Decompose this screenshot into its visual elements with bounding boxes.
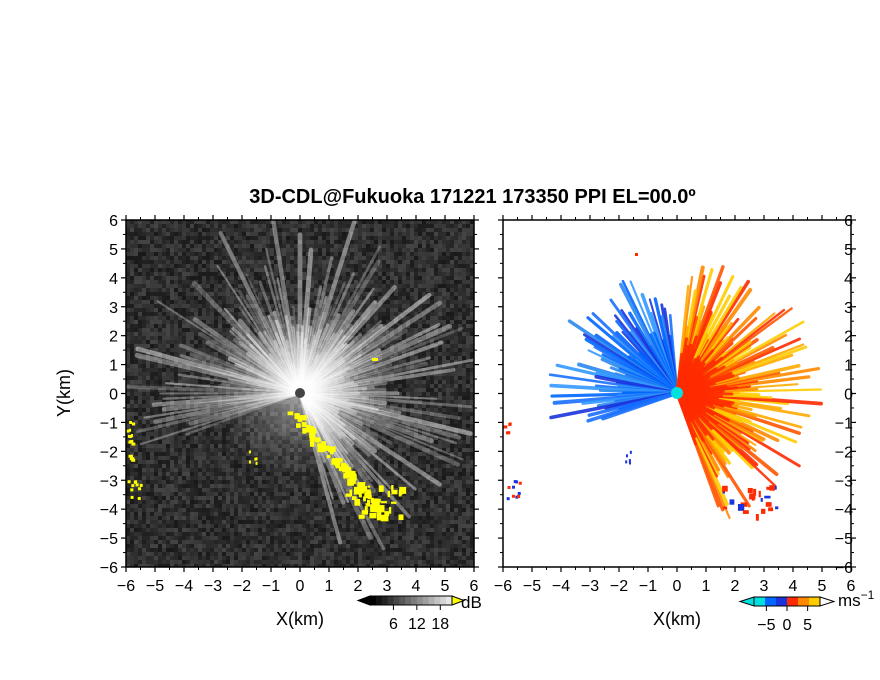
x-tick-label: 1 xyxy=(325,578,334,595)
y-tick-label-right: 4 xyxy=(844,271,853,288)
x-tick-label: −3 xyxy=(581,578,599,595)
x-tick-label: 5 xyxy=(441,578,450,595)
y-tick-label-right: −4 xyxy=(835,502,853,519)
chart-title: 3D-CDL@Fukuoka 171221 173350 PPI EL=00.0… xyxy=(249,186,696,208)
x-tick-label: 0 xyxy=(673,578,682,595)
colorbar-swatch xyxy=(440,596,447,605)
x-tick-label: −6 xyxy=(117,578,135,595)
y-tick-label: −4 xyxy=(100,502,118,519)
colorbar-swatch xyxy=(387,596,394,605)
x-tick-label: 1 xyxy=(702,578,711,595)
velocity-colorbar-tick: −5 xyxy=(757,617,775,634)
x-tick-label: 4 xyxy=(789,578,798,595)
x-tick-label: 2 xyxy=(354,578,363,595)
colorbar-swatch xyxy=(393,596,400,605)
snr-axes: −6 −5 −4 −3 −2 −1 0 1 2 3 4 5 6 6 5 4 3 2 1 0 −1 −2 −3 −4 −5 −6 xyxy=(100,213,479,595)
snr-panel: −6 −5 −4 −3 −2 −1 0 1 2 3 4 5 6 6 5 4 3 2 1 0 −1 −2 −3 −4 −5 −6 xyxy=(100,213,479,595)
colorbar-swatch xyxy=(370,596,377,605)
y-tick-label: 4 xyxy=(109,271,118,288)
colorbar-high-arrow xyxy=(819,596,836,607)
x-axis-label-left: X(km) xyxy=(276,609,324,629)
x-tick-label: 2 xyxy=(731,578,740,595)
y-tick-label: 0 xyxy=(109,387,118,404)
x-tick-label: −4 xyxy=(175,578,193,595)
y-axis-label: Y(km) xyxy=(54,369,74,417)
colorbar-swatch xyxy=(381,596,389,605)
x-tick-label: −1 xyxy=(639,578,657,595)
x-axis-label-right: X(km) xyxy=(653,609,701,629)
y-tick-label-right: 0 xyxy=(844,387,853,404)
velocity-panel: −6 −5 −4 −3 −2 −1 0 1 2 3 4 5 6 6 5 4 3 2 1 0 −1 −2 −3 −4 −5 −6 xyxy=(494,213,856,595)
x-tick-label: 4 xyxy=(412,578,421,595)
y-tick-label: −3 xyxy=(100,473,118,490)
lidar-site-marker xyxy=(295,388,305,398)
velocity-colorbar-tick: 0 xyxy=(783,617,792,634)
snr-colorbar-tick: 6 xyxy=(389,616,398,633)
colorbar-swatch xyxy=(798,597,810,606)
colorbar-swatch xyxy=(428,596,435,605)
velocity-site-marker xyxy=(671,387,683,399)
colorbar-swatch xyxy=(422,596,430,605)
colorbar-swatch xyxy=(765,597,777,606)
y-tick-label-right: 5 xyxy=(844,242,853,259)
velocity-colorbar-tick: 5 xyxy=(803,617,812,634)
y-tick-label-right: −6 xyxy=(835,560,853,577)
x-tick-label: 0 xyxy=(296,578,305,595)
colorbar-swatch xyxy=(399,596,406,605)
y-tick-label-right: 6 xyxy=(844,213,853,230)
colorbar-swatch xyxy=(405,596,412,605)
y-tick-label-right: 3 xyxy=(844,300,853,317)
x-tick-label: 6 xyxy=(847,578,856,595)
x-tick-label: −5 xyxy=(523,578,541,595)
velocity-axes: −6 −5 −4 −3 −2 −1 0 1 2 3 4 5 6 6 5 4 3 2 1 0 −1 −2 −3 −4 −5 −6 xyxy=(494,213,856,595)
velocity-colorbar-unit: ms−1 xyxy=(838,588,875,610)
x-tick-label: 5 xyxy=(818,578,827,595)
y-tick-label-right: −5 xyxy=(835,531,853,548)
y-tick-label: −5 xyxy=(100,531,118,548)
y-tick-label: 1 xyxy=(109,358,118,375)
snr-colorbar-tick: 18 xyxy=(431,616,449,633)
y-tick-label-right: −3 xyxy=(835,473,853,490)
snr-colorbar-tick: 12 xyxy=(408,616,426,633)
x-tick-label: −4 xyxy=(552,578,570,595)
snr-frame xyxy=(125,219,475,568)
colorbar-low-arrow xyxy=(356,595,371,606)
x-tick-label: −2 xyxy=(233,578,251,595)
snr-mask-yellow xyxy=(126,358,407,522)
y-tick-label: −2 xyxy=(100,444,118,461)
snr-colorbar: 6 12 18 xyxy=(356,595,466,633)
snr-colorbar-unit: dB xyxy=(461,593,482,612)
velocity-frame xyxy=(502,219,852,568)
colorbar-swatch xyxy=(411,596,418,605)
x-tick-label: −6 xyxy=(494,578,512,595)
colorbar-swatch xyxy=(446,596,453,605)
velocity-colorbar: −5 0 5 xyxy=(738,596,836,634)
colorbar-swatch xyxy=(809,597,821,606)
x-tick-label: 3 xyxy=(760,578,769,595)
x-tick-label: 6 xyxy=(470,578,479,595)
x-tick-label: −5 xyxy=(146,578,164,595)
colorbar-swatch xyxy=(776,597,788,606)
y-tick-label: 5 xyxy=(109,242,118,259)
x-tick-label: −2 xyxy=(610,578,628,595)
y-tick-label-right: −2 xyxy=(835,444,853,461)
y-tick-label: −6 xyxy=(100,560,118,577)
colorbar-swatch xyxy=(416,596,424,605)
y-tick-label: 3 xyxy=(109,300,118,317)
colorbar-swatch xyxy=(434,596,441,605)
y-tick-label-right: −1 xyxy=(835,415,853,432)
y-tick-label: −1 xyxy=(100,415,118,432)
x-tick-label: −3 xyxy=(204,578,222,595)
y-tick-label: 6 xyxy=(109,213,118,230)
y-tick-label: 2 xyxy=(109,329,118,346)
colorbar-swatch xyxy=(787,597,799,606)
y-tick-label-right: 1 xyxy=(844,358,853,375)
x-tick-label: 3 xyxy=(383,578,392,595)
y-tick-label-right: 2 xyxy=(844,329,853,346)
colorbar-low-arrow xyxy=(738,596,755,607)
colorbar-swatch xyxy=(375,596,383,605)
x-tick-label: −1 xyxy=(262,578,280,595)
colorbar-swatch xyxy=(754,597,766,606)
